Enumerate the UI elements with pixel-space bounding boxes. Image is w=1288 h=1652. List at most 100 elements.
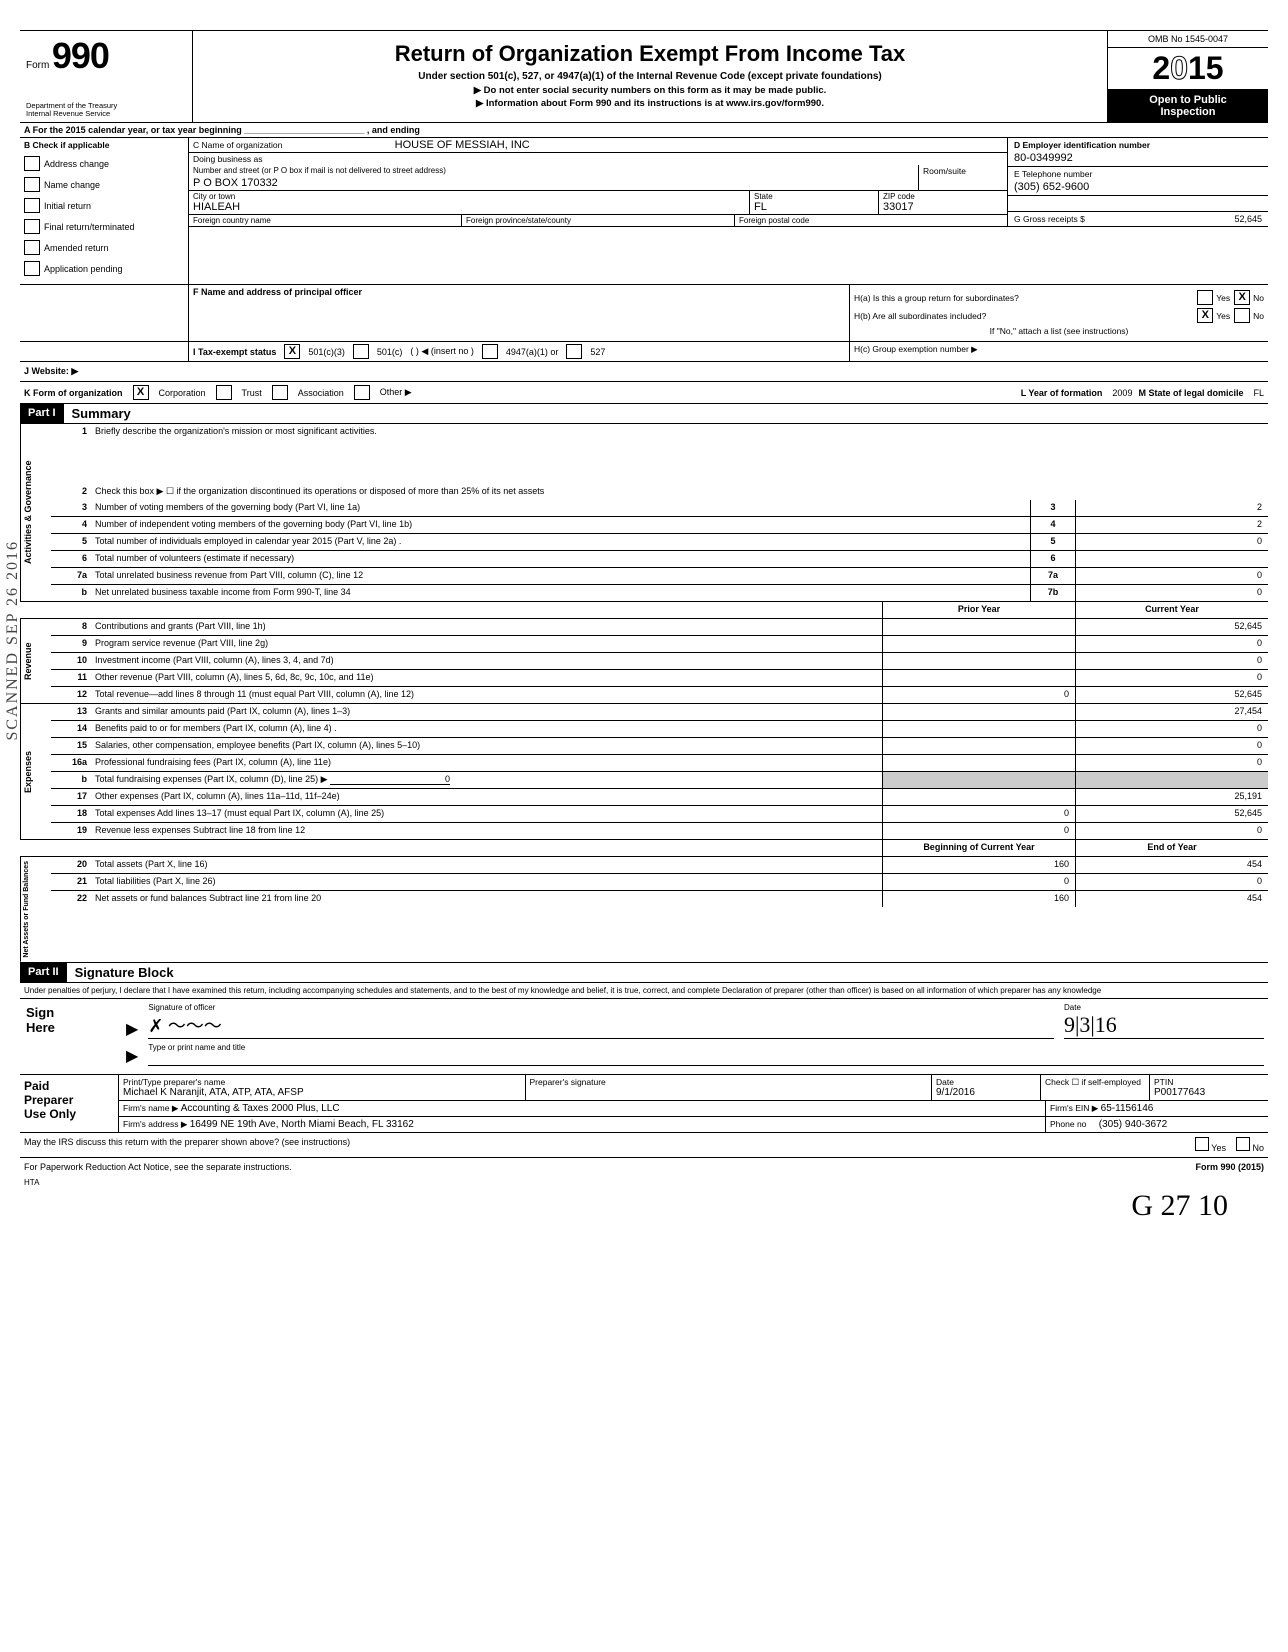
l13-text: Grants and similar amounts paid (Part IX… (91, 704, 882, 720)
chk-lbl: Name change (44, 180, 100, 190)
l15-text: Salaries, other compensation, employee b… (91, 738, 882, 754)
part-i-badge: Part I (20, 404, 64, 423)
checkbox-icon[interactable] (24, 240, 40, 255)
dba-line: Doing business as (189, 152, 1007, 165)
l8-c: 52,645 (1075, 619, 1268, 635)
firm-name: Accounting & Taxes 2000 Plus, LLC (181, 1103, 340, 1114)
chk-501c[interactable] (353, 344, 369, 359)
sig-lbl: Signature of officer (148, 1003, 1054, 1012)
chk-address-change[interactable]: Address change (24, 156, 184, 171)
opt-insert-no: ( ) ◀ (insert no ) (410, 346, 473, 357)
discuss-yes-box[interactable] (1195, 1137, 1209, 1151)
line-1: 1 Briefly describe the organization's mi… (51, 424, 1268, 484)
paid-grid: Print/Type preparer's name Michael K Nar… (119, 1075, 1268, 1132)
l17-num: 17 (51, 789, 91, 805)
chk-trust[interactable] (216, 385, 232, 400)
form-990-footer: Form 990 (2015) (1195, 1162, 1264, 1172)
checkbox-icon[interactable] (24, 219, 40, 234)
checkbox-icon[interactable] (24, 156, 40, 171)
pg-row-3: Firm's address ▶ 16499 NE 19th Ave, Nort… (119, 1117, 1268, 1132)
l22-e: 454 (1075, 891, 1268, 907)
l6-text: Total number of volunteers (estimate if … (91, 551, 1030, 567)
l21-e: 0 (1075, 874, 1268, 890)
paid-lbl1: Paid (24, 1079, 114, 1093)
checkbox-icon[interactable] (1197, 290, 1213, 305)
type-name-field[interactable]: Type or print name and title (148, 1043, 1264, 1066)
net-col-headers: Beginning of Current Year End of Year (20, 840, 1268, 857)
foreign-row: Foreign country name Foreign province/st… (189, 215, 1007, 226)
spacer (90, 602, 882, 618)
sig-date-field[interactable]: Date 9|3|16 (1064, 1003, 1264, 1039)
c-name-lbl: C Name of organization (193, 140, 282, 150)
room-col: Room/suite (918, 165, 1007, 190)
ha-yes[interactable]: Yes (1197, 290, 1230, 305)
chk-name-change[interactable]: Name change (24, 177, 184, 192)
chk-association[interactable] (272, 385, 288, 400)
l21-text: Total liabilities (Part X, line 26) (91, 874, 882, 890)
checkbox-icon[interactable] (1234, 308, 1250, 323)
foreign-country: Foreign country name (189, 215, 462, 226)
l16a-p (882, 755, 1075, 771)
line-16b: b Total fundraising expenses (Part IX, c… (51, 772, 1268, 789)
l12-c: 52,645 (1075, 687, 1268, 703)
self-employed-cell[interactable]: Check ☐ if self-employed (1041, 1075, 1150, 1100)
chk-4947[interactable] (482, 344, 498, 359)
gross-receipts-box: G Gross receipts $ 52,645 (1008, 211, 1268, 226)
l9-text: Program service revenue (Part VIII, line… (91, 636, 882, 652)
line-6: 6 Total number of volunteers (estimate i… (51, 551, 1268, 568)
checkbox-icon[interactable] (24, 261, 40, 276)
checkbox-icon[interactable] (24, 198, 40, 213)
hb-yes[interactable]: Yes (1197, 308, 1230, 323)
chk-amended-return[interactable]: Amended return (24, 240, 184, 255)
city-row: City or town HIALEAH State FL ZIP code 3… (189, 191, 1007, 215)
l16b-text: Total fundraising expenses (Part IX, col… (91, 772, 882, 788)
chk-527[interactable] (566, 344, 582, 359)
paid-preparer-section: Paid Preparer Use Only Print/Type prepar… (20, 1074, 1268, 1133)
de-col: D Employer identification number 80-0349… (1008, 138, 1268, 226)
h3: Date (936, 1077, 1036, 1087)
k-state-domicile: M State of legal domicile FL (1138, 388, 1264, 398)
arrow-icon: ▶ (126, 1046, 138, 1066)
line-2: 2 Check this box ▶ ☐ if the organization… (51, 484, 1268, 500)
open-line1: Open to Public (1110, 94, 1266, 106)
foreign-postal: Foreign postal code (735, 215, 1007, 226)
chk-corporation[interactable] (133, 385, 149, 400)
instr-ssn: ▶ Do not enter social security numbers o… (203, 85, 1097, 96)
current-year-hdr: Current Year (1075, 602, 1268, 618)
l15-num: 15 (51, 738, 91, 754)
l19-text: Revenue less expenses Subtract line 18 f… (91, 823, 882, 839)
sign-here-label: Sign Here (20, 999, 122, 1074)
l3-v: 2 (1075, 500, 1268, 516)
chk-501c3[interactable] (284, 344, 300, 359)
rev-content: 8 Contributions and grants (Part VIII, l… (51, 619, 1268, 703)
signature-field[interactable]: Signature of officer ✗ ～～～ (148, 1003, 1054, 1039)
l12-p: 0 (882, 687, 1075, 703)
form-number: 990 (52, 35, 109, 76)
preparer-sig-cell[interactable]: Preparer's signature (526, 1075, 933, 1100)
chk-other[interactable] (354, 385, 370, 400)
ha-no[interactable]: No (1234, 290, 1264, 305)
preparer-date: 9/1/2016 (936, 1087, 1036, 1098)
pg-row-2: Firm's name ▶ Accounting & Taxes 2000 Pl… (119, 1101, 1268, 1117)
section-fh: F Name and address of principal officer … (20, 285, 1268, 342)
l4-v: 2 (1075, 517, 1268, 533)
dept-irs: Internal Revenue Service (26, 110, 186, 118)
line-9: 9 Program service revenue (Part VIII, li… (51, 636, 1268, 653)
hc-group-exemption: H(c) Group exemption number ▶ (850, 342, 1268, 361)
chk-application-pending[interactable]: Application pending (24, 261, 184, 276)
chk-initial-return[interactable]: Initial return (24, 198, 184, 213)
org-name-row: C Name of organization HOUSE OF MESSIAH,… (189, 138, 1268, 227)
l1-num: 1 (51, 424, 91, 438)
checkbox-icon[interactable] (24, 177, 40, 192)
l20-num: 20 (51, 857, 91, 873)
checkbox-icon[interactable] (1234, 290, 1250, 305)
checkbox-icon[interactable] (1197, 308, 1213, 323)
chk-final-return[interactable]: Final return/terminated (24, 219, 184, 234)
l15-p (882, 738, 1075, 754)
discuss-no-box[interactable] (1236, 1137, 1250, 1151)
l5-text: Total number of individuals employed in … (91, 534, 1030, 550)
chk-lbl: Address change (44, 159, 109, 169)
hb-no[interactable]: No (1234, 308, 1264, 323)
spacer (1008, 196, 1268, 211)
header-mid: Return of Organization Exempt From Incom… (193, 31, 1108, 122)
